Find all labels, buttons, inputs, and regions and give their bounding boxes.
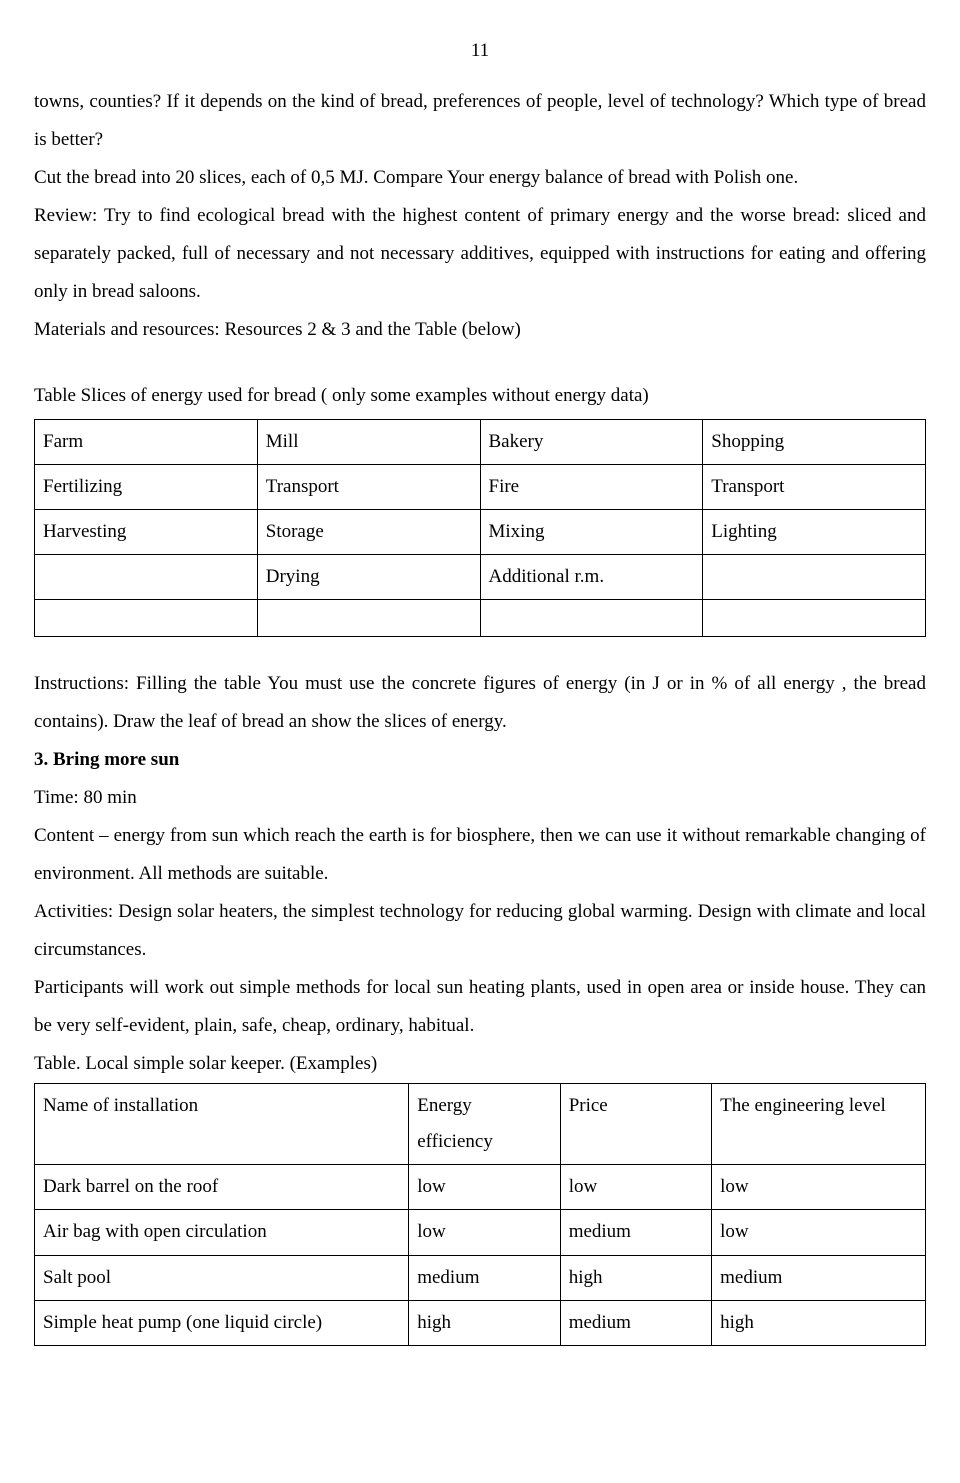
paragraph: Cut the bread into 20 slices, each of 0,… xyxy=(34,159,926,197)
paragraph: Participants will work out simple method… xyxy=(34,969,926,1045)
table-row: Salt pool medium high medium xyxy=(35,1255,926,1300)
table-cell: low xyxy=(560,1165,711,1210)
table-cell: Mixing xyxy=(480,509,703,554)
table-cell xyxy=(35,555,258,600)
table-cell xyxy=(35,600,258,637)
table-cell: Drying xyxy=(257,555,480,600)
time-line: Time: 80 min xyxy=(34,779,926,817)
table-cell: Simple heat pump (one liquid circle) xyxy=(35,1300,409,1345)
table-cell: Lighting xyxy=(703,509,926,554)
table-cell: medium xyxy=(560,1210,711,1255)
table-cell: high xyxy=(560,1255,711,1300)
table-cell: Energy efficiency xyxy=(409,1084,560,1165)
table-cell: medium xyxy=(409,1255,560,1300)
table-cell: Bakery xyxy=(480,419,703,464)
table-row xyxy=(35,600,926,637)
paragraph: Review: Try to find ecological bread wit… xyxy=(34,197,926,311)
table-row: Dark barrel on the roof low low low xyxy=(35,1165,926,1210)
table-cell: Salt pool xyxy=(35,1255,409,1300)
table-row: Air bag with open circulation low medium… xyxy=(35,1210,926,1255)
page-number: 11 xyxy=(34,40,926,63)
paragraph: Instructions: Filling the table You must… xyxy=(34,665,926,741)
table-cell: Mill xyxy=(257,419,480,464)
paragraph: towns, counties? If it depends on the ki… xyxy=(34,83,926,159)
solar-keeper-table: Name of installation Energy efficiency P… xyxy=(34,1083,926,1346)
table-caption: Table Slices of energy used for bread ( … xyxy=(34,377,926,415)
table-cell xyxy=(703,555,926,600)
table-cell: Transport xyxy=(257,464,480,509)
table-cell: Fertilizing xyxy=(35,464,258,509)
table-cell: Storage xyxy=(257,509,480,554)
table-cell: Shopping xyxy=(703,419,926,464)
energy-slices-table: Farm Mill Bakery Shopping Fertilizing Tr… xyxy=(34,419,926,637)
table-cell: Price xyxy=(560,1084,711,1165)
table-cell: high xyxy=(409,1300,560,1345)
table-cell: Farm xyxy=(35,419,258,464)
heading-3: 3. Bring more sun xyxy=(34,741,926,779)
table-cell: Air bag with open circulation xyxy=(35,1210,409,1255)
table-cell: medium xyxy=(712,1255,926,1300)
table-cell: low xyxy=(409,1210,560,1255)
table-row: Name of installation Energy efficiency P… xyxy=(35,1084,926,1165)
table-row: Drying Additional r.m. xyxy=(35,555,926,600)
table-cell: Fire xyxy=(480,464,703,509)
table-cell: Name of installation xyxy=(35,1084,409,1165)
table-row: Fertilizing Transport Fire Transport xyxy=(35,464,926,509)
table-cell: Additional r.m. xyxy=(480,555,703,600)
table-row: Simple heat pump (one liquid circle) hig… xyxy=(35,1300,926,1345)
table-cell: medium xyxy=(560,1300,711,1345)
table-cell xyxy=(257,600,480,637)
table-caption: Table. Local simple solar keeper. (Examp… xyxy=(34,1045,926,1083)
table-cell: low xyxy=(409,1165,560,1210)
table-row: Farm Mill Bakery Shopping xyxy=(35,419,926,464)
table-cell: Dark barrel on the roof xyxy=(35,1165,409,1210)
table-cell xyxy=(703,600,926,637)
table-cell: high xyxy=(712,1300,926,1345)
table-row: Harvesting Storage Mixing Lighting xyxy=(35,509,926,554)
paragraph: Content – energy from sun which reach th… xyxy=(34,817,926,893)
table-cell xyxy=(480,600,703,637)
table-cell: Transport xyxy=(703,464,926,509)
table-cell: low xyxy=(712,1210,926,1255)
table-cell: Harvesting xyxy=(35,509,258,554)
paragraph: Materials and resources: Resources 2 & 3… xyxy=(34,311,926,349)
table-cell: The engineering level xyxy=(712,1084,926,1165)
paragraph: Activities: Design solar heaters, the si… xyxy=(34,893,926,969)
table-cell: low xyxy=(712,1165,926,1210)
